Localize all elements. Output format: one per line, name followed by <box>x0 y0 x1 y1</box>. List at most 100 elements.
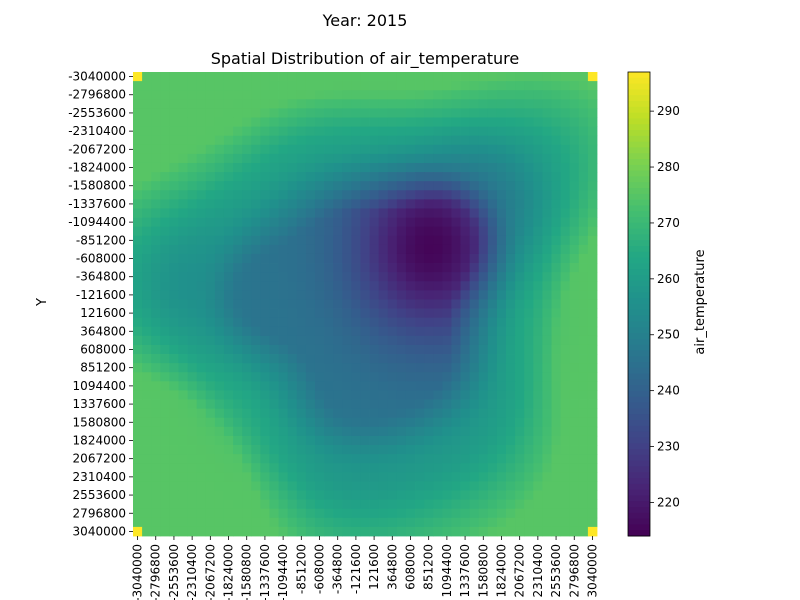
heatmap-cell <box>142 517 152 528</box>
y-tick-label: 1094400 <box>73 379 126 393</box>
heatmap-cell <box>142 281 152 291</box>
heatmap-cell <box>260 344 270 355</box>
heatmap-cell <box>305 417 316 428</box>
heatmap-cell <box>233 81 243 91</box>
heatmap-cell <box>296 472 307 482</box>
heatmap-cell <box>469 399 480 410</box>
heatmap-cell <box>196 199 207 209</box>
heatmap-cell <box>223 381 234 391</box>
heatmap-cell <box>160 235 170 246</box>
heatmap-cell <box>460 172 471 182</box>
heatmap-cell <box>569 445 580 455</box>
heatmap-cell <box>305 344 316 355</box>
heatmap-cell <box>469 481 480 491</box>
colorbar-segment <box>628 234 650 241</box>
heatmap-cell <box>333 472 343 482</box>
heatmap-cell <box>351 490 361 501</box>
heatmap-cell <box>496 508 507 519</box>
heatmap-cell <box>223 217 234 228</box>
heatmap-cell <box>251 445 261 455</box>
heatmap-cell <box>187 244 198 255</box>
heatmap-cell <box>487 335 498 346</box>
heatmap-cell <box>360 99 370 109</box>
heatmap-cell <box>405 281 416 291</box>
heatmap-cell <box>478 190 489 200</box>
heatmap-cell <box>405 126 416 137</box>
x-tick-label: 1337600 <box>458 544 472 597</box>
heatmap-cell <box>396 144 407 155</box>
heatmap-cell <box>542 344 552 355</box>
heatmap-cell <box>378 408 389 419</box>
heatmap-cell <box>160 526 170 537</box>
heatmap-cell <box>424 454 434 464</box>
heatmap-cell <box>196 490 207 501</box>
heatmap-cell <box>187 363 198 373</box>
heatmap-cell <box>196 454 207 464</box>
heatmap-cell <box>515 208 525 218</box>
heatmap-cell <box>578 417 589 428</box>
heatmap-cell <box>515 181 525 191</box>
heatmap-cell <box>387 454 398 464</box>
heatmap-cell <box>151 326 161 337</box>
colorbar-segment <box>628 449 650 456</box>
heatmap-cell <box>342 181 352 191</box>
heatmap-cell <box>469 372 480 382</box>
heatmap-cell <box>251 235 261 246</box>
heatmap-cell <box>415 181 425 191</box>
heatmap-cell <box>451 253 461 264</box>
heatmap-cell <box>496 390 507 400</box>
heatmap-cell <box>142 272 152 282</box>
heatmap-cell <box>387 281 398 291</box>
heatmap-cell <box>160 435 170 446</box>
heatmap-cell <box>142 235 152 246</box>
heatmap-cell <box>151 126 161 137</box>
heatmap-cell <box>360 235 370 246</box>
heatmap-cell <box>214 372 225 382</box>
heatmap-cell <box>196 72 207 82</box>
colorbar-segment <box>628 83 650 90</box>
heatmap-cell <box>342 517 352 528</box>
heatmap-cell <box>578 135 589 146</box>
heatmap-cell <box>415 208 425 218</box>
heatmap-cell <box>578 126 589 137</box>
heatmap-cell <box>424 244 434 255</box>
heatmap-cell <box>560 253 571 264</box>
heatmap-cell <box>351 144 361 155</box>
heatmap-cell <box>460 463 471 473</box>
heatmap-cell <box>142 126 152 137</box>
heatmap-cell <box>587 408 598 419</box>
heatmap-cell <box>496 472 507 482</box>
heatmap-cell <box>542 81 552 91</box>
heatmap-cell <box>169 499 179 510</box>
heatmap-cell <box>369 72 380 82</box>
heatmap-cell <box>405 490 416 501</box>
heatmap-cell <box>260 417 270 428</box>
heatmap-cell <box>442 435 452 446</box>
heatmap-cell <box>387 372 398 382</box>
heatmap-cell <box>569 435 580 446</box>
heatmap-cell <box>187 190 198 200</box>
heatmap-cell <box>324 481 334 491</box>
heatmap-cell <box>151 490 161 501</box>
heatmap-cell <box>387 253 398 264</box>
heatmap-cell <box>196 390 207 400</box>
heatmap-cell <box>487 162 498 173</box>
heatmap-cell <box>205 162 216 173</box>
heatmap-cell <box>460 244 471 255</box>
heatmap-cell <box>496 226 507 237</box>
colorbar-segment <box>628 333 650 340</box>
heatmap-cell <box>369 317 380 328</box>
heatmap-cell <box>223 490 234 501</box>
heatmap-cell <box>487 526 498 537</box>
heatmap-cell <box>578 208 589 218</box>
heatmap-cell <box>296 226 307 237</box>
heatmap-cell <box>542 199 552 209</box>
heatmap-cell <box>269 317 279 328</box>
heatmap-cell <box>442 417 452 428</box>
heatmap-cell <box>314 490 325 501</box>
heatmap-cell <box>178 272 188 282</box>
y-tick-label: -364800 <box>76 270 126 284</box>
heatmap-cell <box>360 363 370 373</box>
heatmap-cell <box>296 372 307 382</box>
heatmap-cell <box>478 308 489 319</box>
